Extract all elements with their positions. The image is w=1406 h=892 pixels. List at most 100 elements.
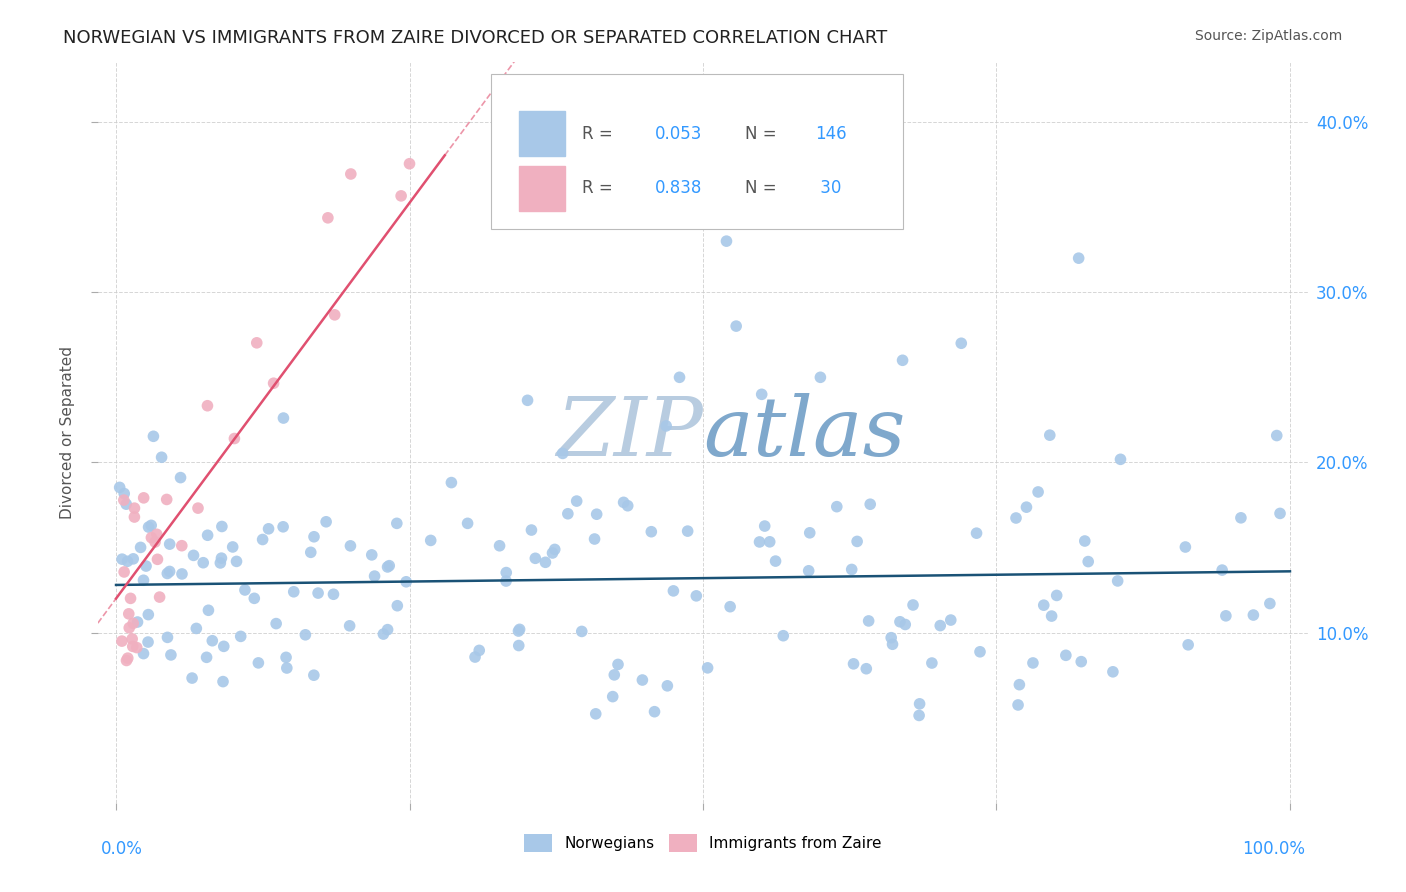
Point: [340, 167, 363, 181]
Point: [132, 491, 155, 505]
Point: [908, 708, 931, 723]
Point: [387, 599, 409, 613]
Point: [124, 510, 146, 524]
Point: [141, 518, 163, 533]
Point: [339, 539, 361, 553]
Point: [127, 615, 149, 629]
Point: [859, 497, 882, 511]
Point: [534, 555, 557, 569]
Point: [524, 551, 547, 566]
Point: [751, 387, 773, 401]
Point: [565, 494, 588, 508]
Point: [398, 157, 420, 171]
Point: [640, 524, 662, 539]
Point: [725, 319, 748, 334]
Point: [197, 528, 219, 542]
Point: [170, 539, 193, 553]
Point: [808, 370, 831, 384]
Point: [1039, 428, 1062, 442]
Point: [159, 565, 181, 579]
Point: [1215, 608, 1237, 623]
Point: [363, 569, 385, 583]
Point: [307, 586, 329, 600]
Point: [882, 637, 904, 651]
Point: [373, 627, 395, 641]
Point: [209, 556, 232, 570]
Point: [299, 545, 322, 559]
Point: [748, 535, 770, 549]
Text: 146: 146: [815, 125, 846, 143]
Point: [921, 656, 943, 670]
Point: [508, 639, 530, 653]
Point: [631, 673, 654, 687]
Bar: [519, 166, 565, 211]
Point: [187, 501, 209, 516]
Point: [585, 507, 607, 521]
FancyBboxPatch shape: [492, 73, 903, 229]
Point: [613, 495, 636, 509]
Point: [1067, 251, 1090, 265]
Point: [891, 353, 914, 368]
Point: [662, 583, 685, 598]
Point: [117, 554, 139, 568]
Point: [603, 668, 626, 682]
Point: [120, 591, 142, 606]
Point: [468, 643, 491, 657]
Point: [765, 554, 787, 568]
Point: [112, 565, 135, 579]
Point: [1211, 563, 1233, 577]
Point: [1109, 452, 1132, 467]
Point: [339, 619, 361, 633]
Point: [360, 548, 382, 562]
Point: [121, 640, 143, 654]
Point: [149, 590, 172, 604]
Point: [685, 589, 707, 603]
Text: R =: R =: [582, 125, 613, 143]
Point: [602, 690, 624, 704]
Point: [889, 615, 911, 629]
Point: [1102, 665, 1125, 679]
Text: ZIP: ZIP: [557, 392, 703, 473]
Point: [118, 621, 141, 635]
Point: [969, 645, 991, 659]
Point: [125, 640, 148, 655]
Point: [551, 446, 574, 460]
Text: 100.0%: 100.0%: [1241, 840, 1305, 858]
Point: [197, 399, 219, 413]
Point: [1241, 608, 1264, 623]
Point: [378, 558, 401, 573]
Text: Source: ZipAtlas.com: Source: ZipAtlas.com: [1195, 29, 1343, 43]
Point: [1026, 485, 1049, 500]
Point: [842, 657, 865, 671]
Point: [616, 499, 638, 513]
Point: [772, 629, 794, 643]
Point: [183, 549, 205, 563]
Point: [516, 393, 538, 408]
Point: [142, 429, 165, 443]
Point: [939, 613, 962, 627]
Point: [229, 629, 252, 643]
Point: [516, 183, 538, 197]
Point: [1054, 648, 1077, 663]
Text: 0.0%: 0.0%: [101, 840, 143, 858]
Point: [159, 537, 181, 551]
Point: [797, 564, 820, 578]
Point: [263, 376, 285, 391]
Point: [950, 336, 973, 351]
Point: [257, 522, 280, 536]
Y-axis label: Divorced or Separated: Divorced or Separated: [60, 346, 75, 519]
Point: [156, 566, 179, 581]
Text: atlas: atlas: [703, 392, 905, 473]
Point: [488, 539, 510, 553]
Point: [197, 603, 219, 617]
Point: [122, 552, 145, 566]
Text: N =: N =: [745, 125, 778, 143]
Point: [243, 591, 266, 606]
Point: [121, 632, 143, 646]
Point: [115, 653, 138, 667]
Point: [294, 628, 316, 642]
Point: [212, 674, 235, 689]
Point: [246, 335, 269, 350]
Point: [440, 475, 463, 490]
Point: [419, 533, 441, 548]
